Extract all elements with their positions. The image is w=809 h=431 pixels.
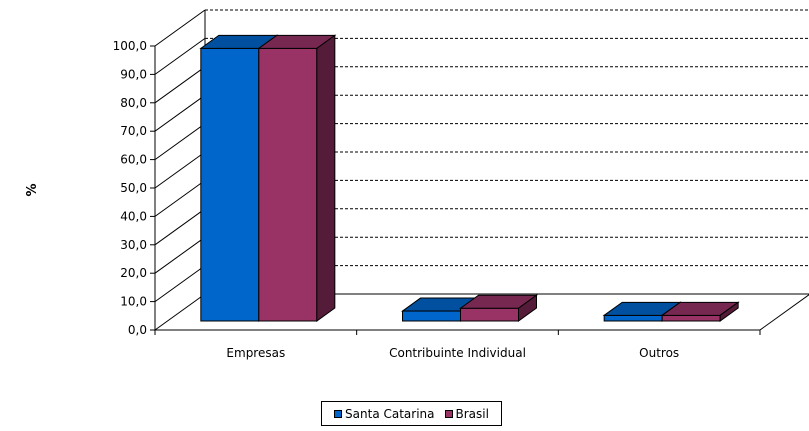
legend-item-brasil: Brasil	[444, 406, 489, 421]
y-axis: 0,0 10,0 20,0 30,0 40,0 50,0 60,0 70,0 80,0 90,0 1…	[113, 39, 156, 337]
bar-front	[402, 310, 461, 322]
side-wall-line	[154, 94, 206, 132]
side-wall-line	[154, 265, 206, 303]
bar-front	[460, 307, 519, 322]
bar-side	[719, 301, 739, 322]
y-tick-label: 40,0	[120, 209, 147, 223]
bar	[458, 294, 539, 322]
legend-swatch-brasil	[444, 409, 453, 418]
legend-label-santa-catarina: Santa Catarina	[345, 406, 435, 421]
y-tick-label: 60,0	[120, 153, 147, 167]
bar-front	[200, 47, 260, 322]
legend-item-santa-catarina: Santa Catarina	[334, 406, 435, 421]
y-tick-label: 50,0	[120, 181, 147, 195]
y-axis-label: %	[25, 183, 40, 196]
side-wall-line	[154, 179, 206, 217]
y-tick-label: 20,0	[120, 266, 147, 280]
side-wall-line	[154, 208, 206, 246]
x-tick-label: Outros	[639, 346, 679, 360]
y-tick-label: 10,0	[120, 295, 147, 309]
bar-side	[316, 34, 336, 322]
y-tick-label: 100,0	[113, 39, 147, 53]
legend-swatch-santa-catarina	[334, 409, 343, 418]
bar	[660, 301, 740, 322]
bar-side	[518, 294, 537, 322]
bars	[199, 34, 740, 322]
y-tick-label: 30,0	[120, 238, 147, 252]
side-wall-line	[154, 37, 206, 75]
x-axis: Empresas Contribuinte Individual Outros	[154, 329, 761, 360]
x-tick-label: Empresas	[226, 346, 285, 360]
x-tick-label: Contribuinte Individual	[389, 346, 526, 360]
legend: Santa Catarina Brasil	[321, 401, 502, 426]
bar-front	[661, 314, 721, 322]
y-tick-label: 0,0	[128, 323, 147, 337]
side-wall-line	[154, 151, 206, 189]
bar-front	[603, 314, 663, 322]
side-wall-line	[154, 123, 206, 161]
bar	[257, 34, 337, 322]
y-tick-label: 70,0	[120, 124, 147, 138]
side-wall-line	[154, 9, 206, 47]
y-tick-label: 80,0	[120, 96, 147, 110]
side-wall-line	[154, 66, 206, 104]
side-wall-line	[154, 293, 206, 331]
floor-edge	[759, 294, 809, 331]
legend-label-brasil: Brasil	[455, 406, 489, 421]
bar-front	[258, 47, 318, 322]
side-wall-line	[154, 236, 206, 274]
y-tick-label: 90,0	[120, 67, 147, 81]
